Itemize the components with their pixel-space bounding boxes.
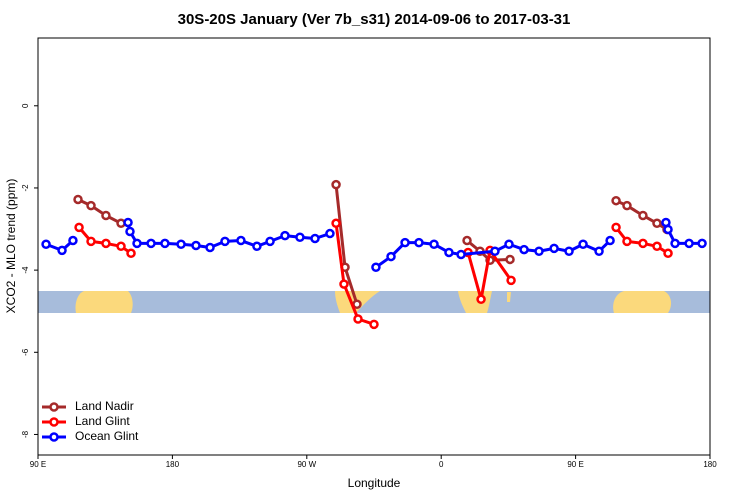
data-point (41, 239, 51, 249)
data-point (549, 243, 559, 254)
legend-marker (49, 432, 59, 442)
legend-label: Ocean Glint (75, 429, 139, 443)
y-tick-label: -4 (21, 266, 30, 274)
data-point (652, 218, 662, 229)
data-point (331, 218, 341, 229)
data-point (622, 200, 632, 211)
data-point (116, 241, 126, 252)
legend-label: Land Nadir (75, 399, 134, 413)
data-point (236, 235, 246, 246)
data-point (125, 226, 135, 237)
data-point (86, 200, 96, 211)
data-point (339, 279, 349, 289)
data-point (353, 314, 363, 324)
y-tick-label: 0 (21, 103, 30, 108)
data-point (220, 236, 230, 247)
x-tick-label: 90 E (30, 460, 46, 469)
data-point (176, 239, 186, 249)
data-point (331, 179, 341, 190)
data-point (386, 251, 396, 262)
data-point (325, 228, 335, 239)
land-australia (613, 291, 672, 313)
data-point (265, 236, 275, 247)
data-point (74, 222, 84, 233)
data-point (611, 222, 621, 233)
data-point (611, 195, 621, 206)
data-point (68, 235, 78, 246)
data-point (564, 246, 574, 256)
x-axis-label: Longitude (348, 476, 401, 490)
data-point (191, 240, 201, 251)
data-point (295, 232, 305, 243)
data-point (462, 235, 472, 246)
y-axis-label: XCO2 - MLO trend (ppm) (4, 179, 18, 314)
data-point (504, 239, 514, 249)
data-point (444, 247, 454, 258)
land-africa (75, 291, 133, 313)
legend-label: Land Glint (75, 414, 130, 428)
x-tick-label: 0 (439, 460, 444, 469)
data-point (638, 238, 648, 249)
data-point (414, 237, 424, 248)
data-point (280, 230, 290, 241)
data-point (146, 238, 156, 249)
plot-frame (37, 37, 711, 456)
y-tick-label: -6 (21, 348, 30, 356)
x-tick-label: 180 (703, 460, 717, 469)
legend-marker (49, 402, 59, 412)
data-point (160, 238, 170, 249)
data-point (663, 248, 673, 259)
data-point (132, 238, 142, 249)
map-strip (38, 291, 710, 313)
x-tick-label: 90 E (567, 460, 583, 469)
data-point (369, 319, 379, 330)
data-point (578, 239, 588, 249)
chart-title: 30S-20S January (Ver 7b_s31) 2014-09-06 … (178, 11, 571, 28)
x-tick-label: 90 W (297, 460, 316, 469)
data-point (519, 244, 529, 255)
data-point (86, 236, 96, 247)
data-point (73, 194, 83, 205)
x-tick-label: 180 (166, 460, 180, 469)
data-point (310, 233, 320, 244)
land-madagascar (507, 292, 511, 302)
series-line (45, 222, 703, 269)
data-point (400, 237, 410, 248)
ocean-band (38, 291, 710, 313)
data-point (101, 210, 111, 221)
data-point (456, 249, 466, 260)
data-point (663, 224, 673, 235)
data-point (429, 239, 439, 249)
data-point (205, 242, 215, 253)
data-point (123, 217, 133, 228)
data-point (476, 294, 486, 305)
data-point (57, 245, 67, 256)
data-point (505, 254, 515, 265)
data-point (605, 235, 615, 246)
data-point (506, 275, 516, 286)
data-point (622, 236, 632, 247)
data-point (101, 238, 111, 249)
data-point (594, 246, 604, 256)
y-tick-label: -8 (21, 430, 30, 438)
data-point (638, 210, 648, 221)
data-point (490, 246, 500, 256)
data-point (126, 248, 136, 259)
data-point (697, 238, 707, 249)
legend-marker (49, 417, 59, 427)
data-point (252, 241, 262, 252)
data-point (534, 246, 544, 256)
data-point (652, 241, 662, 252)
data-point (670, 238, 680, 249)
y-tick-label: -2 (21, 184, 30, 192)
data-point (371, 262, 381, 272)
data-point (684, 238, 694, 249)
